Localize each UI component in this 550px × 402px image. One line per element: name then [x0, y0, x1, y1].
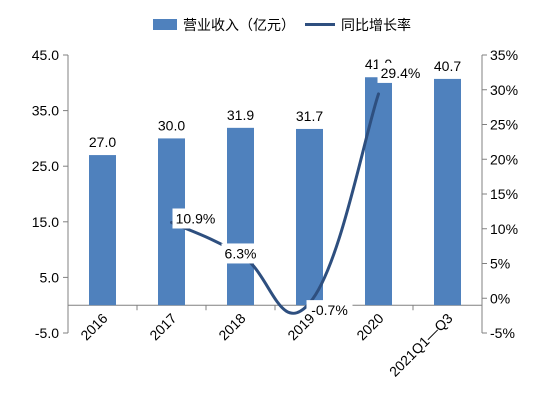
left-axis-tick-label: -5.0: [35, 325, 59, 341]
category-label: 2020: [353, 310, 386, 343]
bar-value-label: 31.7: [296, 108, 323, 124]
growth-rate-line: [170, 92, 380, 315]
axes: 45.0 35.0 25.0 15.0 5.0 -5.0 35% 30% 25% 20% 15% 10…: [32, 47, 518, 341]
bar-value-label: 31.9: [227, 107, 254, 123]
left-axis-tick-label: 15.0: [32, 214, 59, 230]
right-axis-tick-label: 15%: [490, 186, 518, 202]
bar-2021Q1—Q3: [434, 78, 461, 306]
category-label: 2021Q1—Q3: [386, 310, 456, 380]
left-axis-tick-label: 35.0: [32, 103, 59, 119]
left-axis-tick-label: 45.0: [32, 47, 59, 63]
left-axis-tick-label: 5.0: [40, 269, 60, 285]
bar-2018: [227, 127, 254, 306]
line-data-labels: 10.9% 6.3% -0.7% 29.4%: [172, 62, 424, 321]
category-label: 2016: [77, 310, 110, 343]
growth-label-background: [172, 208, 219, 229]
left-axis-tick-label: 25.0: [32, 158, 59, 174]
category-labels: 2016 2017 2018 2019 2020 2021Q1—Q3: [77, 310, 455, 380]
growth-value-label: 6.3%: [225, 245, 257, 261]
right-axis-tick-label: 20%: [490, 151, 518, 167]
bar-2016: [89, 155, 116, 306]
line-series: [170, 92, 380, 315]
bar-2019: [296, 128, 323, 306]
growth-value-label: 29.4%: [381, 65, 421, 81]
growth-value-label: -0.7%: [311, 302, 348, 318]
right-axis-tick-label: 25%: [490, 117, 518, 133]
growth-label-background: [221, 243, 260, 264]
bar-series: [89, 77, 461, 306]
legend-label-growth: 同比增长率: [341, 17, 411, 34]
bar-data-labels: 27.030.031.931.741.040.7: [89, 56, 461, 150]
legend: 营业收入（亿元） 同比增长率: [153, 17, 411, 34]
bar-2020: [365, 77, 392, 306]
growth-value-label: 10.9%: [176, 210, 216, 226]
growth-label-background: [306, 300, 353, 321]
category-label: 2018: [215, 310, 248, 343]
right-axis-tick-label: -5%: [490, 325, 515, 341]
category-label: 2017: [146, 310, 179, 343]
bar-value-label: 30.0: [158, 117, 185, 133]
legend-swatch-revenue: [153, 19, 177, 30]
right-axis-tick-label: 0%: [490, 290, 510, 306]
legend-label-revenue: 营业收入（亿元）: [183, 18, 295, 34]
growth-label-background: [377, 62, 424, 83]
right-axis-tick-label: 35%: [490, 47, 518, 63]
bar-value-label: 40.7: [434, 58, 461, 74]
right-axis-tick-label: 10%: [490, 221, 518, 237]
right-axis-tick-label: 30%: [490, 82, 518, 98]
bar-value-label: 27.0: [89, 134, 116, 150]
right-axis-tick-label: 5%: [490, 256, 510, 272]
